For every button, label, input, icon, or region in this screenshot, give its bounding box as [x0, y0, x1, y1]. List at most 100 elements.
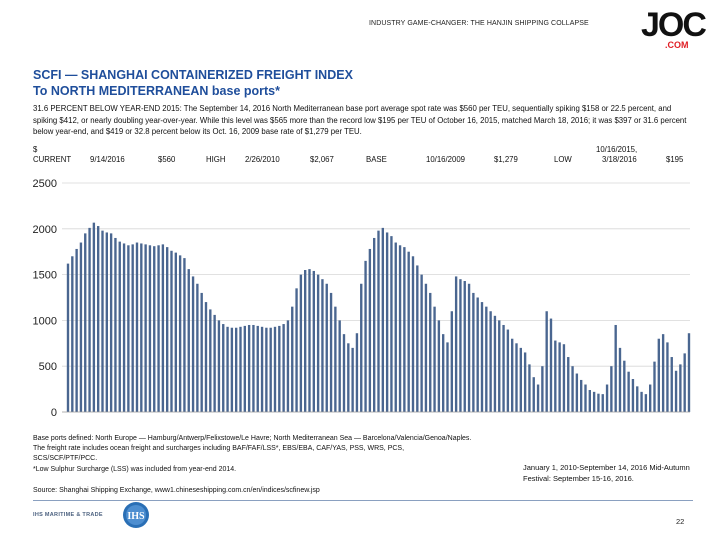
- chart-bar: [511, 338, 514, 412]
- high-value: $2,067: [310, 155, 334, 164]
- chart-bar: [286, 320, 290, 412]
- y-tick-label: 2500: [33, 178, 57, 190]
- chart-bar: [498, 320, 501, 412]
- source-citation: Source: Shanghai Shipping Exchange, www1…: [33, 487, 320, 494]
- chart-bar: [196, 283, 199, 412]
- chart-bar: [618, 347, 622, 412]
- chart-bar: [295, 288, 298, 412]
- chart-bar: [217, 320, 221, 412]
- chart-bar: [304, 270, 307, 412]
- chart-bar: [342, 334, 346, 412]
- chart-bar: [433, 306, 436, 412]
- chart-bar: [247, 324, 251, 412]
- chart-bar: [226, 326, 229, 412]
- chart-bar: [541, 366, 544, 412]
- ihs-logo-icon: IHS: [123, 502, 149, 528]
- summary-paragraph: 31.6 PERCENT BELOW YEAR-END 2015: The Se…: [33, 104, 687, 137]
- chart-bar: [325, 283, 328, 412]
- currency-symbol: $: [33, 145, 38, 154]
- low-label: LOW: [554, 155, 572, 164]
- chart-bar: [329, 292, 333, 412]
- chart-bar: [269, 327, 272, 412]
- base-date: 10/16/2009: [426, 155, 466, 164]
- chart-bar: [657, 338, 660, 412]
- y-tick-label: 1500: [33, 270, 57, 282]
- chart-bar: [420, 274, 423, 412]
- chart-bar: [109, 233, 113, 412]
- chart-bar: [661, 334, 665, 412]
- chart-bar: [66, 263, 70, 412]
- chart-bar: [674, 370, 678, 412]
- chart-bar: [605, 384, 609, 412]
- chart-bar: [653, 361, 656, 412]
- chart-bar: [355, 333, 359, 412]
- y-tick-label: 2000: [33, 224, 57, 236]
- chart-bar: [161, 244, 165, 412]
- chart-bar: [334, 306, 337, 412]
- chart-bar: [424, 283, 428, 412]
- chart-bar: [140, 243, 143, 412]
- chart-bar: [459, 279, 462, 412]
- chart-bar: [493, 315, 497, 412]
- chart-bar: [157, 245, 160, 412]
- chart-bar: [385, 232, 389, 412]
- chart-bar: [454, 276, 458, 412]
- chart-bar: [278, 325, 281, 412]
- chart-bar: [187, 269, 190, 412]
- joc-logo-main: JOC: [641, 6, 707, 44]
- chart-bar: [114, 237, 117, 412]
- chart-bar: [373, 237, 376, 412]
- chart-bar: [71, 256, 74, 412]
- chart-bar: [515, 343, 518, 412]
- chart-bar: [437, 320, 441, 412]
- chart-bar: [687, 333, 691, 412]
- chart-bar: [131, 244, 134, 412]
- chart-bar: [368, 248, 372, 412]
- slide-title: SCFI — SHANGHAI CONTAINERIZED FREIGHT IN…: [33, 68, 353, 82]
- chart-bar: [528, 364, 531, 412]
- chart-bar: [407, 251, 410, 412]
- chart-bar: [222, 324, 225, 412]
- footnote-lss: *Low Sulphur Surcharge (LSS) was include…: [33, 465, 237, 473]
- chart-bar: [472, 292, 475, 412]
- chart-bar: [209, 309, 212, 412]
- current-label: CURRENT: [33, 155, 72, 164]
- chart-bar: [79, 242, 83, 412]
- company-name: IHS MARITIME & TRADE: [33, 512, 103, 518]
- chart-bar: [545, 311, 548, 412]
- chart-bar: [429, 292, 432, 412]
- chart-bar: [101, 230, 104, 412]
- y-axis-ticks: 0 500 1000 1500 2000 2500: [33, 178, 57, 419]
- chart-bar: [506, 329, 510, 412]
- chart-bar: [273, 326, 277, 412]
- chart-bar: [562, 344, 566, 412]
- period-note: January 1, 2010-September 14, 2016 Mid-A…: [523, 463, 690, 483]
- chart-bar: [610, 366, 613, 412]
- chart-bar: [554, 340, 557, 412]
- chart-bar: [381, 227, 384, 412]
- chart-bar: [351, 347, 354, 412]
- chart-bar: [463, 281, 466, 412]
- chart-bar: [532, 377, 535, 412]
- chart-bar: [239, 326, 242, 412]
- chart-bar: [256, 325, 259, 412]
- chart-bar: [291, 306, 294, 412]
- chart-bar: [398, 245, 402, 412]
- chart-bar: [213, 314, 216, 412]
- chart-bar: [377, 230, 380, 412]
- y-tick-label: 500: [39, 361, 57, 373]
- chart-bar: [235, 327, 238, 412]
- chart-bar: [523, 352, 527, 412]
- chart-bar: [476, 297, 479, 412]
- chart-bar: [144, 244, 147, 412]
- chart-bar: [174, 252, 177, 412]
- low-value: $195: [666, 155, 684, 164]
- chart-bar: [416, 265, 419, 412]
- report-title: INDUSTRY GAME-CHANGER: THE HANJIN SHIPPI…: [369, 20, 589, 27]
- chart-bar: [282, 324, 285, 412]
- current-date: 9/14/2016: [90, 155, 125, 164]
- chart-bar: [178, 255, 182, 412]
- chart-bar: [312, 270, 315, 412]
- slide-subtitle: To NORTH MEDITERRANEAN base ports*: [33, 84, 281, 98]
